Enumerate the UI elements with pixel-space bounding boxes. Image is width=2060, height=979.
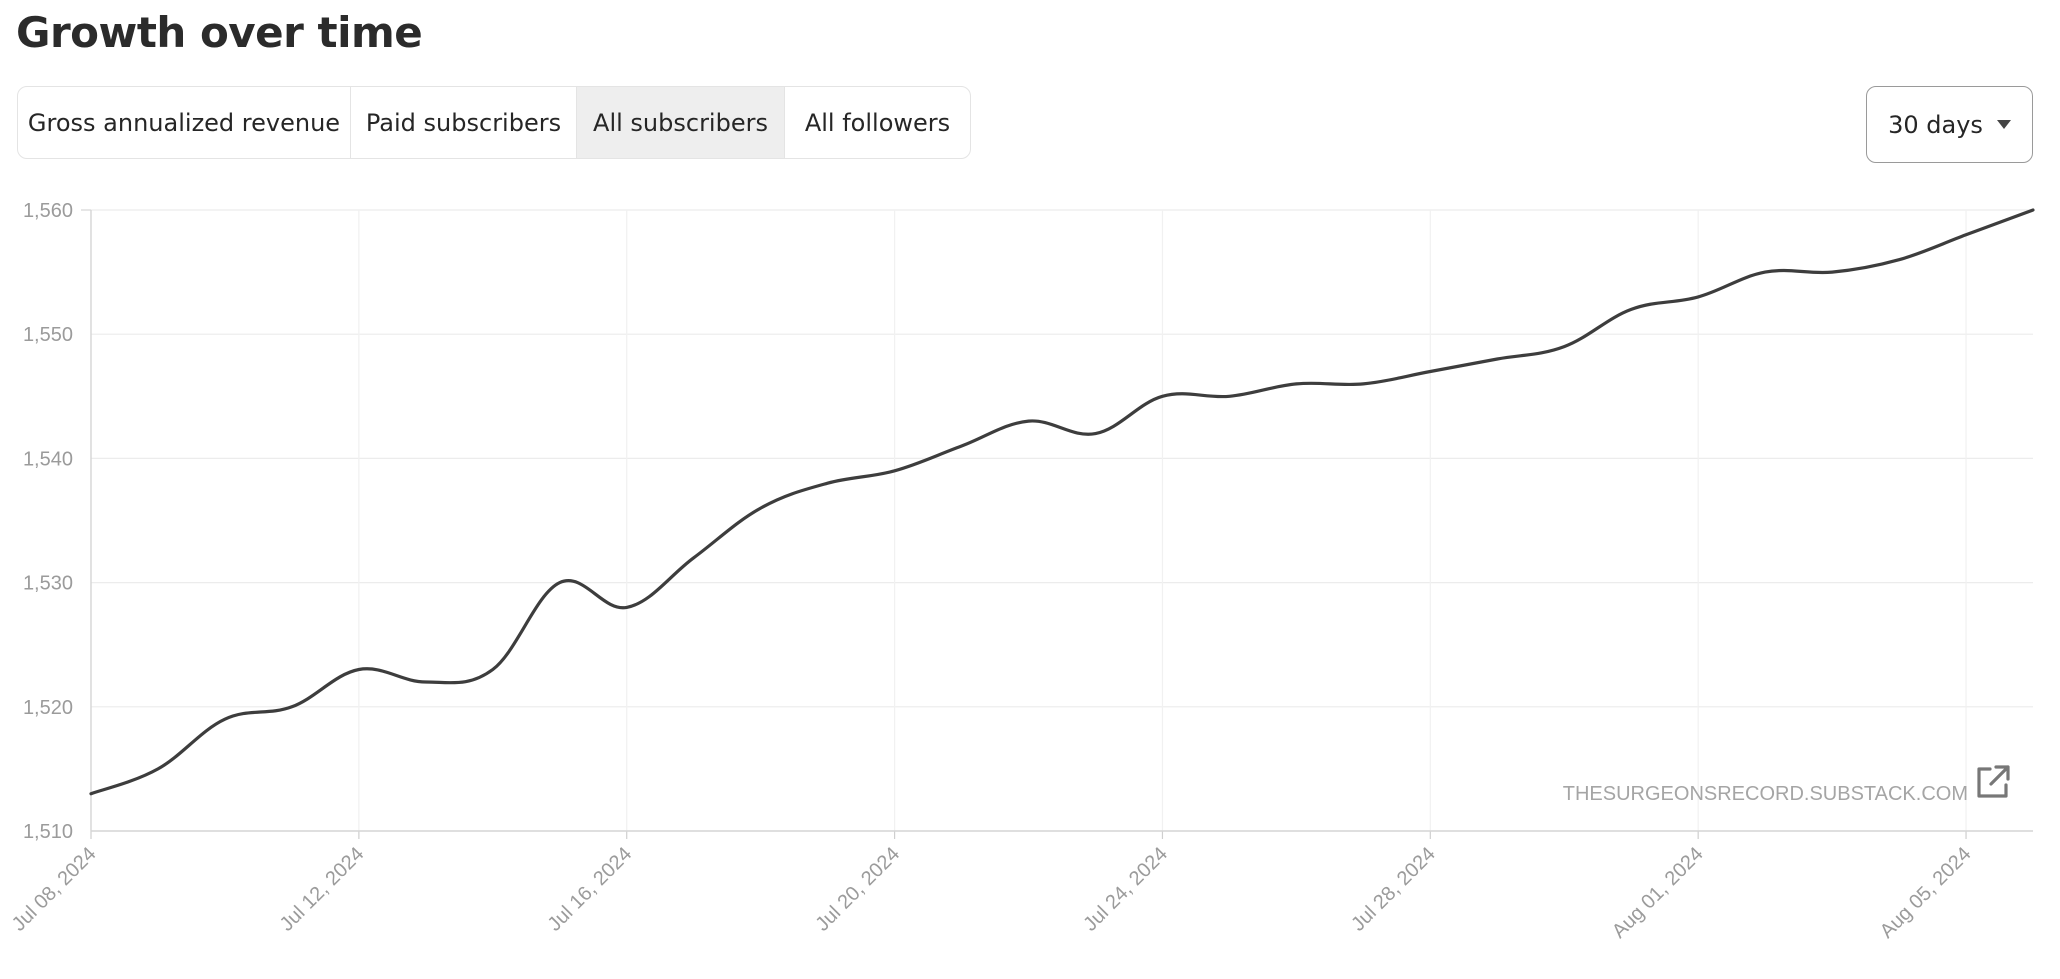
x-tick-label: Jul 12, 2024 [276, 843, 369, 936]
y-tick-label: 1,520 [23, 697, 73, 719]
tab-all-followers[interactable]: All followers [804, 108, 951, 137]
series-line-all-subscribers[interactable] [89, 208, 2035, 796]
tab-gross-annualized-revenue[interactable]: Gross annualized revenue [18, 87, 351, 158]
watermark-text: THESURGEONSRECORD.SUBSTACK.COM [1563, 783, 1968, 805]
x-tick-label: Jul 24, 2024 [1079, 843, 1172, 936]
chart-axes [81, 209, 2033, 839]
y-tick-label: 1,510 [23, 821, 73, 843]
external-link-icon[interactable] [1977, 765, 2010, 798]
x-tick-label: Aug 05, 2024 [1876, 843, 1976, 943]
x-axis-ticks: Jul 08, 2024 Jul 12, 2024 Jul 16, 2024 Jul … [8, 843, 1976, 943]
chart-grid [90, 209, 2033, 832]
x-tick-label: Jul 16, 2024 [544, 843, 637, 936]
time-range-dropdown[interactable]: 30 days [1866, 86, 2033, 163]
y-axis-ticks: 1,510 1,520 1,530 1,540 1,550 1,560 [23, 200, 73, 843]
time-range-label: 30 days [1888, 110, 1983, 139]
page-title: Growth over time [16, 8, 423, 57]
y-tick-label: 1,550 [23, 324, 73, 346]
y-tick-label: 1,540 [23, 448, 73, 470]
x-tick-label: Jul 08, 2024 [8, 843, 101, 936]
tab-paid-subscribers[interactable]: Paid subscribers [351, 87, 577, 158]
metric-tabs: Gross annualized revenue Paid subscriber… [17, 86, 971, 159]
tab-all-subscribers[interactable]: All subscribers [577, 87, 785, 158]
y-tick-label: 1,530 [23, 573, 73, 595]
x-tick-label: Aug 01, 2024 [1608, 843, 1708, 943]
x-tick-label: Jul 28, 2024 [1347, 843, 1440, 936]
caret-down-icon [1996, 120, 2011, 129]
x-tick-label: Jul 20, 2024 [812, 843, 905, 936]
y-tick-label: 1,560 [23, 200, 73, 222]
